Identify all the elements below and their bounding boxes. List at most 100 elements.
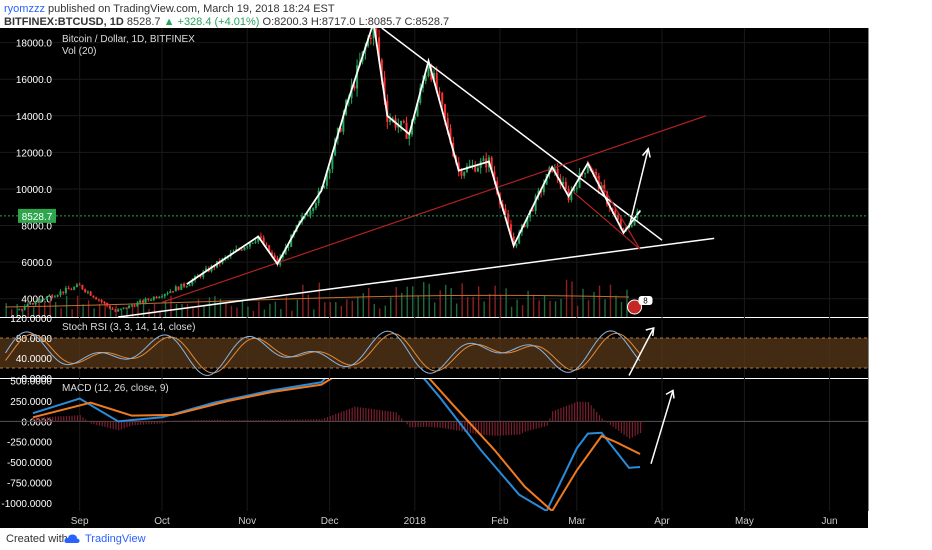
- volume-bar: [543, 295, 546, 317]
- candle-body: [509, 224, 512, 237]
- macd-histogram-bar: [623, 421, 625, 435]
- last-price-label: 8528.7: [22, 212, 53, 223]
- macd-histogram-bar: [151, 421, 153, 425]
- macd-panel-title: MACD (12, 26, close, 9): [62, 383, 169, 394]
- volume-bar: [455, 303, 458, 317]
- author-link[interactable]: ryomzzz: [4, 3, 45, 15]
- volume-bar: [153, 303, 156, 317]
- candle-body: [323, 185, 326, 188]
- candle-body: [523, 224, 526, 228]
- macd-histogram-bar: [439, 421, 441, 428]
- macd-histogram-bar: [549, 418, 551, 422]
- macd-histogram-bar: [436, 421, 438, 428]
- candle-body: [402, 120, 405, 123]
- macd-histogram-bar: [447, 421, 449, 430]
- candle-body: [556, 168, 559, 179]
- macd-histogram-bar: [236, 420, 238, 422]
- macd-histogram-bar: [274, 419, 276, 422]
- macd-histogram-bar: [186, 420, 188, 422]
- macd-histogram-bar: [552, 411, 554, 422]
- volume-bar: [285, 296, 288, 317]
- macd-histogram-bar: [263, 419, 265, 422]
- macd-histogram-bar: [38, 417, 40, 422]
- volume-bar: [373, 303, 375, 317]
- candle-body: [31, 302, 34, 305]
- candle-body: [180, 283, 183, 290]
- macd-histogram-bar: [450, 421, 452, 430]
- macd-histogram-bar: [444, 421, 447, 429]
- volume-bar: [236, 307, 238, 317]
- candle-body: [339, 127, 342, 132]
- macd-histogram-bar: [568, 404, 570, 422]
- volume-bar: [43, 303, 46, 317]
- macd-histogram-bar: [513, 421, 515, 435]
- candle-body: [202, 271, 205, 278]
- macd-histogram-bar: [579, 401, 581, 422]
- macd-histogram-bar: [173, 420, 175, 422]
- candle-body: [427, 65, 430, 77]
- candle-body: [457, 162, 460, 171]
- candle-body: [325, 173, 328, 186]
- macd-histogram-bar: [469, 421, 471, 433]
- volume-bar: [49, 300, 51, 317]
- candle-body: [262, 237, 265, 245]
- volume-bar: [505, 288, 507, 317]
- y-tick-label: 16000.0: [16, 75, 53, 86]
- macd-histogram-bar: [538, 421, 540, 428]
- candle-body: [53, 296, 56, 298]
- macd-histogram-bar: [282, 419, 285, 422]
- candle-body: [139, 300, 142, 303]
- candle-body: [493, 171, 496, 182]
- macd-histogram-bar: [123, 421, 125, 429]
- macd-histogram-bar: [214, 419, 216, 422]
- macd-histogram-bar: [115, 421, 117, 430]
- y-tick-label: -1000.0000: [1, 499, 52, 510]
- macd-arrow-annotation: [650, 390, 674, 464]
- macd-histogram-bar: [587, 402, 590, 422]
- candle-body: [314, 202, 317, 209]
- macd-histogram-bar: [453, 421, 455, 430]
- y-tick-label: 8000.0: [21, 222, 52, 233]
- candle-body: [273, 255, 276, 259]
- macd-histogram-bar: [310, 419, 312, 422]
- candle-body: [639, 210, 642, 212]
- candle-body: [270, 252, 273, 256]
- candle-body: [62, 291, 65, 293]
- macd-histogram-bar: [129, 421, 131, 427]
- volume-bar: [10, 309, 13, 317]
- macd-histogram-bar: [510, 421, 513, 436]
- macd-histogram-bar: [381, 410, 384, 422]
- macd-histogram-bar: [480, 421, 482, 435]
- volume-bar: [186, 303, 189, 317]
- x-tick-label: Jun: [821, 516, 837, 527]
- y-tick-label: 500.0000: [10, 377, 52, 388]
- candle-body: [482, 158, 485, 162]
- trendline: [587, 161, 641, 250]
- macd-histogram-bar: [351, 407, 353, 422]
- candle-body: [108, 305, 111, 309]
- volume-bar: [159, 310, 161, 317]
- chart-area[interactable]: Sep Oct Nov Dec 2018 Feb Mar Apr May Jun 18000.0 16…: [0, 28, 932, 528]
- tradingview-link[interactable]: TradingView: [85, 533, 146, 545]
- candle-body: [446, 118, 449, 129]
- candle-body: [81, 284, 84, 290]
- macd-histogram-bar: [258, 420, 260, 422]
- candle-body: [183, 283, 186, 287]
- macd-histogram-bar: [458, 421, 460, 431]
- macd-histogram-bar: [368, 408, 370, 422]
- macd-histogram-bar: [159, 421, 161, 424]
- candle-body: [578, 172, 581, 188]
- volume-bar: [87, 300, 90, 317]
- x-tick-label: Nov: [238, 516, 256, 527]
- macd-histogram-bar: [607, 421, 609, 423]
- volume-bar: [307, 294, 310, 317]
- candle-body: [130, 305, 133, 307]
- macd-histogram-bar: [98, 421, 101, 426]
- macd-histogram-bar: [32, 417, 35, 422]
- volume-bar: [357, 297, 359, 317]
- y-tick-label: 80.0000: [16, 334, 53, 345]
- footer: Created with TradingView: [0, 528, 932, 550]
- candle-body: [45, 296, 48, 300]
- macd-histogram-bar: [195, 420, 197, 422]
- candle-body: [174, 286, 177, 292]
